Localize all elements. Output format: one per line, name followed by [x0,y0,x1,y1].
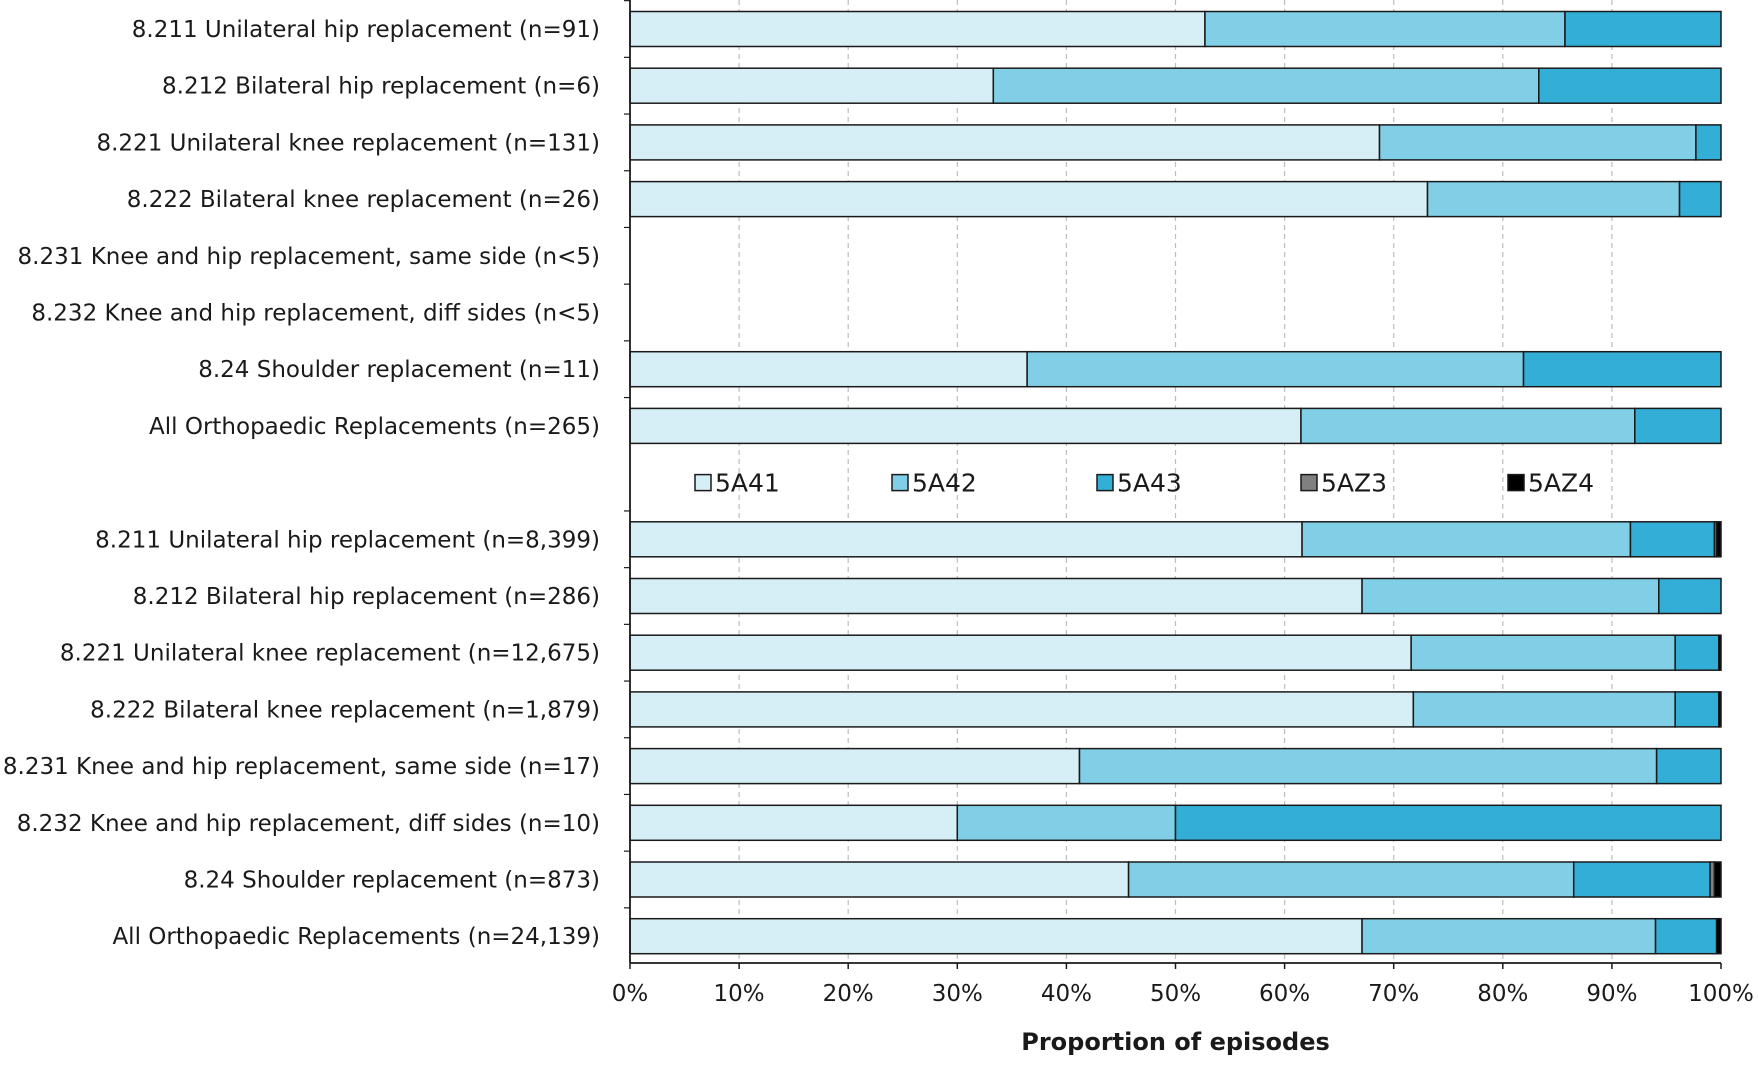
category-label: 8.221 Unilateral knee replacement (n=12,… [60,641,600,667]
x-tick-label: 100% [1688,981,1754,1007]
category-label: 8.24 Shoulder replacement (n=11) [198,357,600,383]
bar-segment-5a42 [1026,350,1525,388]
grid-lines [738,0,1613,963]
bar-segment-5a43 [1634,407,1722,445]
bar-segment-5az4 [1718,691,1722,728]
bar-segment-5a42 [1412,691,1676,728]
legend-label: 5A42 [912,469,977,498]
x-tick-label: 30% [932,981,983,1007]
x-tick-label: 70% [1368,981,1419,1007]
category-label: 8.222 Bilateral knee replacement (n=1,87… [90,697,600,723]
bar-segment-5a42 [1426,180,1681,218]
bar-segment-5a43 [1522,350,1722,388]
legend-label: 5AZ3 [1321,469,1387,498]
legend-label: 5AZ4 [1528,469,1594,498]
category-label: 8.232 Knee and hip replacement, diff sid… [17,811,600,837]
bar-segment-5a41 [629,861,1130,898]
category-label: 8.211 Unilateral hip replacement (n=91) [132,17,600,43]
x-tick-label: 0% [612,981,649,1007]
category-label: 8.212 Bilateral hip replacement (n=6) [162,74,600,100]
x-tick-label: 40% [1041,981,1092,1007]
bar-segment-5a41 [629,180,1429,218]
bar-segment-5a43 [1674,634,1720,671]
legend-label: 5A41 [715,469,780,498]
x-tick-labels: 0% 10% 20% 30% 40% 50% 60% 70% 80% 90% 100% [612,981,1754,1007]
category-label: 8.222 Bilateral knee replacement (n=26) [127,187,600,213]
bar-segment-5az4 [1715,521,1722,558]
category-label: 8.232 Knee and hip replacement, diff sid… [31,301,600,327]
bar-segment-5a43 [1564,10,1722,48]
bar-segment-5a41 [629,917,1363,955]
bar-segment-5a43 [1695,124,1722,161]
bar-segment-5a43 [1678,180,1722,218]
category-label: 8.211 Unilateral hip replacement (n=8,39… [95,527,600,553]
bar-segment-5a42 [1361,577,1660,615]
bar-segment-5a41 [629,350,1028,388]
legend-swatch [891,473,909,492]
bar-segment-5a42 [1361,917,1657,955]
category-label: 8.231 Knee and hip replacement, same sid… [3,754,600,780]
axes [624,0,1722,969]
legend: 5A41 5A42 5A43 5AZ3 5AZ4 [694,469,1594,498]
x-tick-label: 50% [1150,981,1201,1007]
bars [629,10,1722,955]
bar-segment-5a41 [629,124,1381,161]
bar-segment-5a42 [1301,521,1632,558]
x-tick-label: 10% [714,981,765,1007]
bar-segment-5a41 [629,577,1363,615]
bar-segment-5a41 [629,10,1206,48]
bar-segment-5a41 [629,407,1302,445]
bar-segment-5a43 [1174,804,1722,842]
bar-segment-5a41 [629,691,1415,728]
legend-swatch [1507,473,1525,492]
category-label: 8.212 Bilateral hip replacement (n=286) [133,584,600,610]
bar-segment-5a41 [629,634,1412,671]
bar-segment-5a43 [1572,861,1711,898]
bar-segment-5a43 [1655,747,1722,785]
category-label: 8.24 Shoulder replacement (n=873) [184,868,600,894]
bar-segment-5a42 [1378,124,1697,161]
bar-segment-5a43 [1629,521,1716,558]
bar-segment-5a43 [1674,691,1720,728]
legend-swatch [694,473,712,492]
x-tick-label: 20% [823,981,874,1007]
category-label: All Orthopaedic Replacements (n=265) [149,414,600,440]
legend-label: 5A43 [1117,469,1182,498]
bar-segment-5a42 [1300,407,1636,445]
bar-segment-5az4 [1715,917,1722,955]
bar-segment-5a42 [1127,861,1575,898]
x-axis-title: Proportion of episodes [1021,1028,1330,1056]
bar-segment-5az4 [1718,634,1722,671]
bar-segment-5a42 [1204,10,1566,48]
x-tick-label: 80% [1477,981,1528,1007]
bar-segment-5a41 [629,67,995,104]
bar-segment-5a42 [992,67,1540,104]
category-labels: 8.211 Unilateral hip replacement (n=91) 8… [3,17,600,950]
bar-segment-5a42 [1078,747,1658,785]
category-label: 8.221 Unilateral knee replacement (n=131… [96,130,600,156]
bar-segment-5a41 [629,804,959,842]
bar-segment-5a41 [629,747,1081,785]
bar-segment-5a43 [1658,577,1722,615]
bar-segment-5a42 [956,804,1177,842]
legend-swatch [1300,473,1318,492]
x-tick-label: 90% [1586,981,1637,1007]
bar-segment-5a43 [1538,67,1722,104]
bar-segment-5a42 [1410,634,1676,671]
bar-segment-5az4 [1713,861,1722,898]
category-label: All Orthopaedic Replacements (n=24,139) [112,924,600,950]
x-tick-label: 60% [1259,981,1310,1007]
category-label: 8.231 Knee and hip replacement, same sid… [18,244,600,270]
bar-segment-5a43 [1654,917,1718,955]
bar-segment-5a41 [629,521,1303,558]
legend-swatch [1096,473,1114,492]
